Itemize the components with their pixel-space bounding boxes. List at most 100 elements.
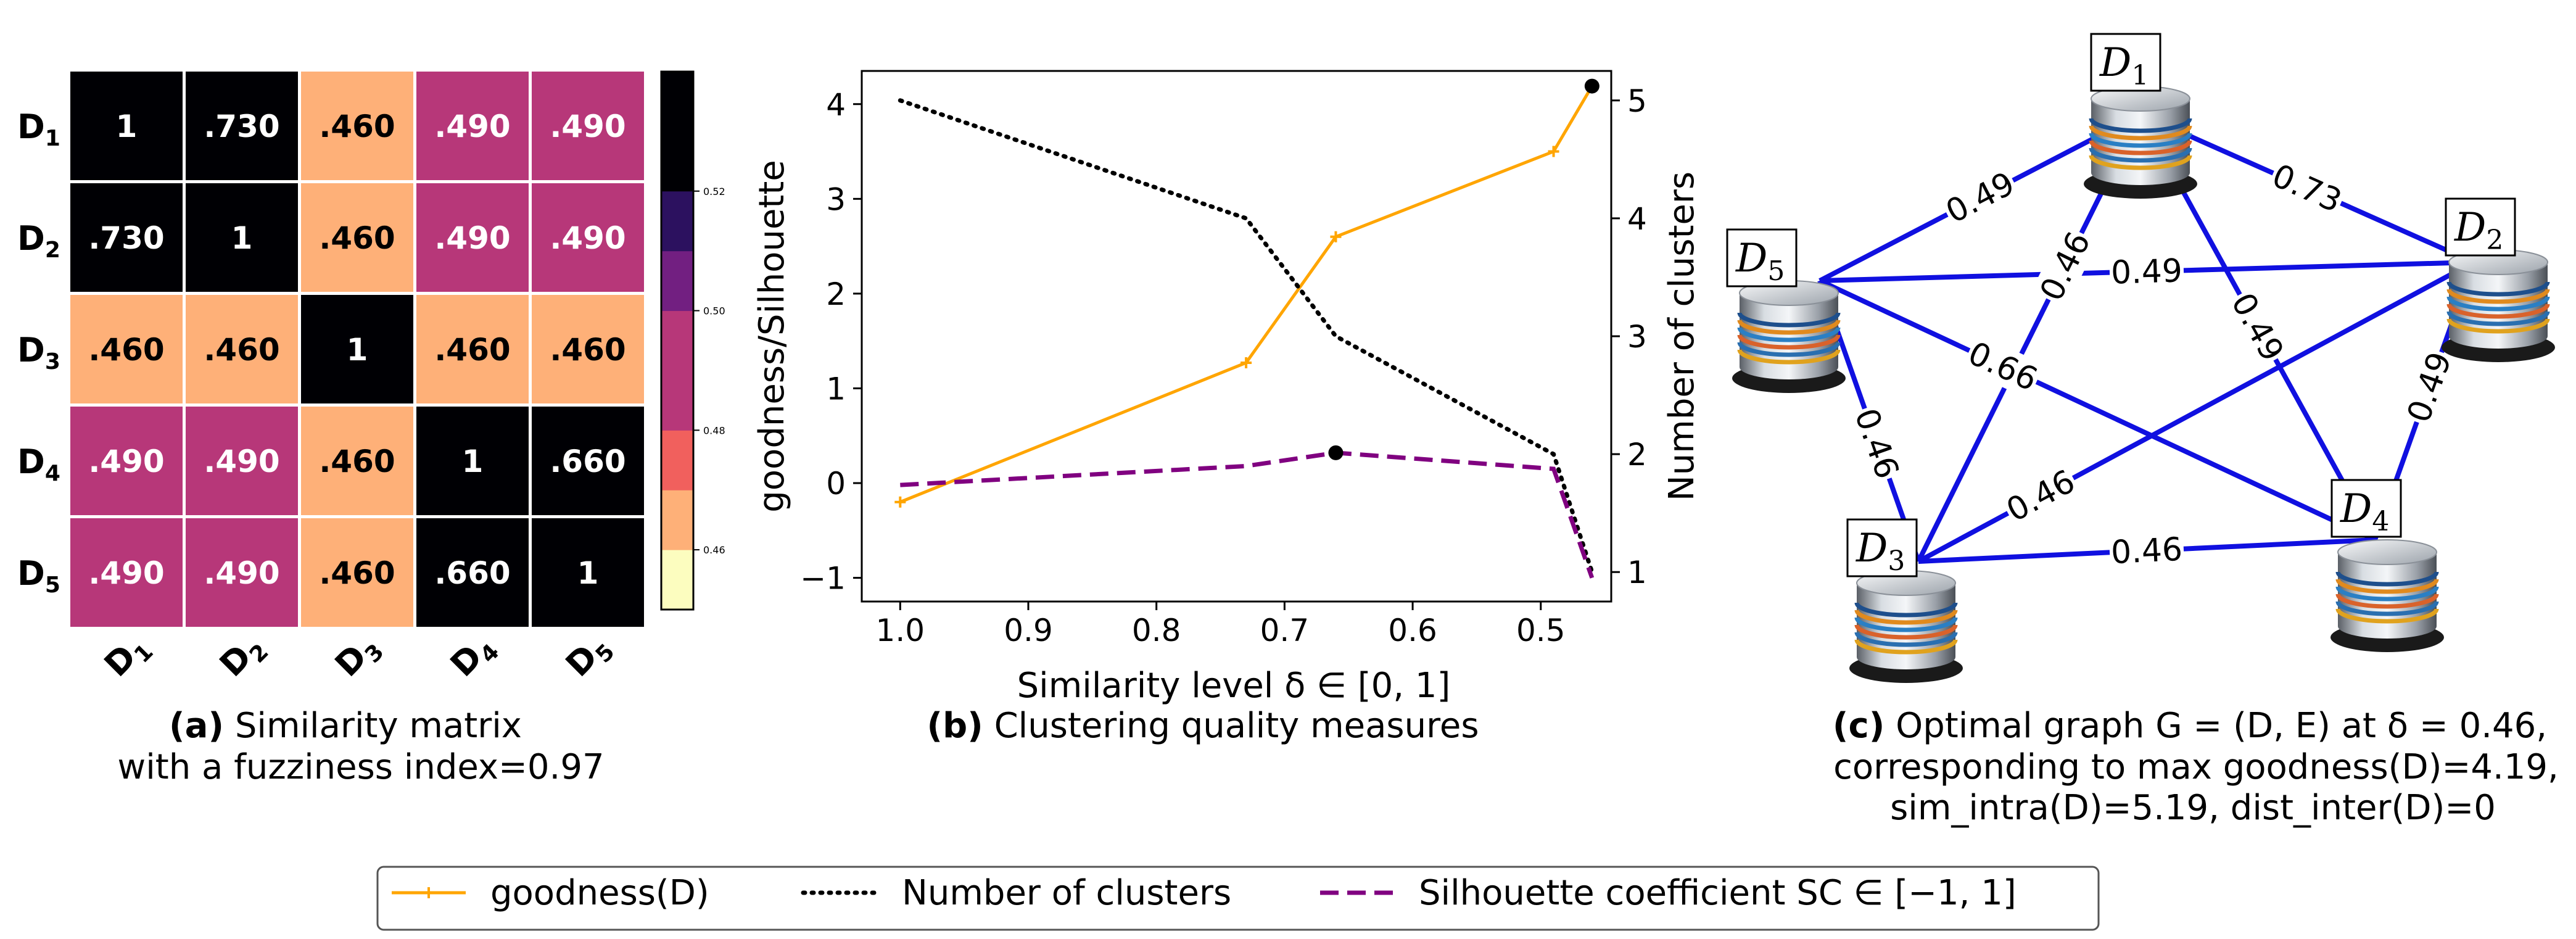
heatmap-cell-label: .490 xyxy=(88,555,164,591)
graph-node-label: D5 xyxy=(1735,236,1785,287)
heatmap-colorbar: 0.52 0.50 0.48 0.46 xyxy=(660,70,725,611)
line-chart-ticks: 1.0 0.9 0.8 0.7 0.6 0.5 −1 0 1 2 3 4 1 2 3 4 5 xyxy=(800,83,1647,648)
edge-label-bg xyxy=(2223,285,2293,369)
graph-edge-label-group: 0.49 xyxy=(1938,163,2022,232)
database-icon-body xyxy=(2338,552,2437,639)
heatmap-cell-label: .460 xyxy=(319,555,395,591)
heatmap-col-labels: D1 D2 D3 D4 D5 xyxy=(97,626,620,688)
heatmap-cell-2-5 xyxy=(532,183,644,292)
graph-node-label-box xyxy=(2330,479,2402,538)
heatmap-cell-5-4 xyxy=(416,518,529,627)
graph-node-label: D1 xyxy=(2099,40,2149,91)
series-marker xyxy=(1548,146,1559,157)
database-icon-stripe xyxy=(1737,342,1841,357)
y-tick-label-left: 3 xyxy=(826,181,846,217)
edge-label-bg xyxy=(1961,333,2045,400)
graph-node-label-box xyxy=(1726,228,1798,287)
clustering-quality-panel: 1.0 0.9 0.8 0.7 0.6 0.5 −1 0 1 2 3 4 1 2 3 4 5 Similarit… xyxy=(752,70,1702,746)
heatmap-col-label: D1 xyxy=(97,626,159,688)
y-tick-label-right: 4 xyxy=(1627,201,1647,237)
x-axis-label: Similarity level δ ∈ [0, 1] xyxy=(1017,666,1451,706)
heatmap-cell-label: .490 xyxy=(204,444,279,479)
database-icon-stripe xyxy=(2089,147,2192,163)
caption-c-text: Optimal graph G = (D, E) at δ = 0.46, xyxy=(1885,706,2547,746)
x-tick-label: 0.5 xyxy=(1516,613,1566,648)
heatmap-cell-label: 1 xyxy=(231,220,253,256)
y-tick-label-left: 1 xyxy=(826,371,846,407)
legend-label: Silhouette coefficient SC ∈ [−1, 1] xyxy=(1419,873,2017,913)
highlight-point xyxy=(1328,445,1344,460)
graph-node-label-box xyxy=(2445,197,2516,257)
y-tick-label-left: 4 xyxy=(826,87,846,123)
heatmap-cell-label: .460 xyxy=(550,332,625,368)
line-chart-series xyxy=(894,80,1598,579)
graph-edge-label-group: 0.49 xyxy=(2398,345,2460,429)
heatmap-col-label: D2 xyxy=(212,626,274,688)
edge-label-bg xyxy=(2108,529,2185,572)
caption-c-line3: sim_intra(D)=5.19, dist_inter(D)=0 xyxy=(1890,788,2496,828)
heatmap-row-label: D4 xyxy=(17,442,60,486)
graph-node-label: D3 xyxy=(1856,526,1905,577)
heatmap-cell-label: .490 xyxy=(550,109,625,144)
graph-edge-label-group: 0.46 xyxy=(2108,529,2185,572)
heatmap-cell-4-3 xyxy=(301,407,413,515)
heatmap-cell-2-1 xyxy=(70,183,183,292)
line-chart-highlight-points xyxy=(1328,78,1600,460)
heatmap-cell-1-3 xyxy=(301,72,413,180)
graph-edge-label: 0.49 xyxy=(2110,252,2182,291)
heatmap-col-label: D3 xyxy=(328,626,389,688)
database-icon-stripe xyxy=(2089,125,2192,141)
database-icon-stripe xyxy=(1854,639,1958,655)
heatmap-cell-2-2 xyxy=(186,183,298,292)
database-icon-body xyxy=(1740,293,1838,379)
heatmap-cell-label: 1 xyxy=(462,444,484,479)
y-tick-label-left: 2 xyxy=(826,276,846,312)
heatmap-cell-label: .460 xyxy=(434,332,510,368)
edge-label-bg xyxy=(1999,461,2083,531)
heatmap-cell-label: 1 xyxy=(116,109,138,144)
graph-node: D3 xyxy=(1846,518,1963,683)
series-marker xyxy=(1330,231,1342,242)
legend: goodness(D) Number of clusters Silhouette … xyxy=(376,866,2100,931)
graph-node: D1 xyxy=(2084,33,2197,199)
database-icon-stripe xyxy=(2089,118,2192,133)
database-icon-stripe xyxy=(2089,155,2192,170)
database-icon-stripe xyxy=(2335,579,2439,594)
y-tick-label-right: 3 xyxy=(1627,319,1647,355)
database-icon-stripe xyxy=(2446,304,2550,319)
legend-label: goodness(D) xyxy=(490,873,709,913)
edge-label-bg xyxy=(1938,163,2022,232)
graph-node-label-box xyxy=(1846,518,1918,577)
legend-label: Number of clusters xyxy=(902,873,1231,913)
database-icon-stripe xyxy=(1854,602,1958,618)
database-icon-body xyxy=(2449,262,2548,349)
x-tick-label: 1.0 xyxy=(876,613,925,648)
heatmap-cell-label: .460 xyxy=(319,109,395,144)
heatmap-cell-3-1 xyxy=(70,295,183,403)
caption-a-label: (a) xyxy=(169,706,224,746)
y-tick-label-right: 2 xyxy=(1627,437,1647,473)
colorbar-band xyxy=(661,550,693,610)
heatmap-cell-label: .730 xyxy=(88,220,164,256)
database-icon-stripe xyxy=(2446,318,2550,334)
database-icon-stripe xyxy=(2335,601,2439,616)
database-icon-stripe xyxy=(2335,571,2439,587)
heatmap-cell-1-1 xyxy=(70,72,183,180)
colorbar-tick-label: 0.50 xyxy=(703,305,725,317)
heatmap-cell-1-2 xyxy=(186,72,298,180)
heatmap-row-labels: D1 D2 D3 D4 D5 xyxy=(17,107,60,598)
y-tick-label-right: 5 xyxy=(1627,83,1647,119)
x-tick-label: 0.9 xyxy=(1004,613,1053,648)
heatmap-col-label: D4 xyxy=(443,626,505,688)
heatmap-cell-label: .490 xyxy=(434,220,510,256)
series-line-1 xyxy=(899,85,1594,504)
heatmap-cell-4-2 xyxy=(186,407,298,515)
graph-node-label-box xyxy=(2090,33,2161,92)
heatmap-cell-label: .490 xyxy=(204,555,279,591)
database-icon-top xyxy=(2337,539,2437,565)
y-tick-label-left: 0 xyxy=(826,466,846,502)
heatmap-cell-label: .460 xyxy=(204,332,279,368)
graph-edge-label: 0.49 xyxy=(1940,165,2020,231)
database-icon-stripe xyxy=(2335,608,2439,624)
heatmap-cell-label: .730 xyxy=(204,109,279,144)
